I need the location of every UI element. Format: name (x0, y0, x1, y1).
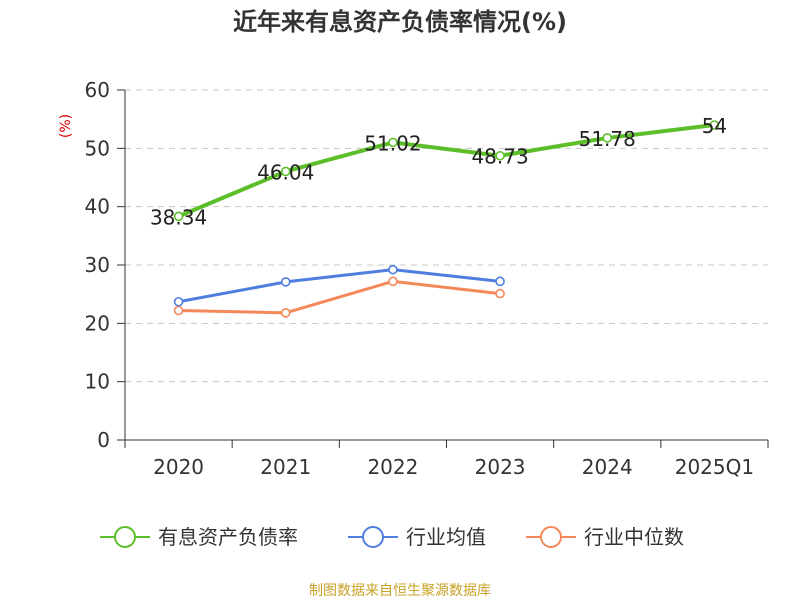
data-point (709, 120, 720, 130)
legend-marker-icon (114, 526, 136, 548)
y-tick-label: 30 (85, 253, 110, 277)
chart-title: 近年来有息资产负债率情况(%) (233, 8, 567, 36)
data-point (495, 150, 505, 161)
data-point (495, 276, 505, 287)
y-axis-unit: (%) (58, 114, 74, 138)
series-group (173, 120, 720, 318)
gridlines (125, 89, 768, 383)
legend-item[interactable]: 行业均值 (348, 525, 486, 549)
data-point (280, 308, 291, 318)
data-label: 48.73 (471, 145, 528, 169)
legend-label: 有息资产负债率 (158, 525, 298, 549)
x-axis-ticks: 2020 2021 2022 2023 2024 2025Q1 (153, 455, 754, 479)
source-note: 制图数据来自恒生聚源数据库 (309, 583, 491, 599)
data-label: 46.04 (257, 160, 314, 184)
data-label: 54 (702, 114, 727, 138)
y-tick-label: 0 (97, 428, 110, 452)
data-label: 38.34 (150, 205, 207, 229)
legend-item[interactable]: 有息资产负债率 (100, 525, 298, 549)
x-tick-label: 2025Q1 (675, 455, 754, 479)
data-label: 51.78 (579, 127, 636, 151)
legend[interactable]: 有息资产负债率 行业均值 行业中位数 (100, 525, 684, 549)
axes (117, 89, 769, 448)
x-tick-label: 2024 (582, 455, 633, 479)
series-line-median (178, 279, 501, 315)
data-point (173, 296, 184, 307)
data-label: 51.02 (364, 131, 421, 155)
legend-label: 行业中位数 (584, 525, 684, 549)
y-tick-label: 40 (85, 195, 110, 219)
x-tick-label: 2023 (475, 455, 526, 479)
y-tick-label: 10 (85, 370, 110, 394)
data-point (602, 133, 613, 143)
y-axis-ticks: 0 10 20 30 40 50 60 (85, 78, 110, 452)
legend-item[interactable]: 行业中位数 (526, 525, 684, 549)
data-point (173, 305, 184, 316)
y-tick-label: 50 (85, 136, 110, 160)
legend-marker-icon (540, 526, 562, 548)
y-tick-label: 20 (85, 311, 110, 335)
series-line-average (178, 268, 501, 304)
data-point (495, 288, 505, 299)
data-point (388, 137, 398, 148)
data-point (388, 264, 398, 275)
y-tick-label: 60 (85, 78, 110, 102)
data-point (173, 211, 184, 222)
legend-marker-icon (362, 526, 384, 548)
series-line-main (177, 123, 715, 219)
x-tick-label: 2022 (367, 455, 418, 479)
data-point (280, 166, 291, 177)
data-labels: 38.34 46.04 51.02 48.73 51.78 54 (150, 114, 727, 229)
x-tick-label: 2020 (153, 455, 204, 479)
data-point (388, 276, 398, 287)
legend-label: 行业均值 (406, 525, 486, 549)
data-point (280, 277, 291, 287)
x-tick-label: 2021 (260, 455, 311, 479)
